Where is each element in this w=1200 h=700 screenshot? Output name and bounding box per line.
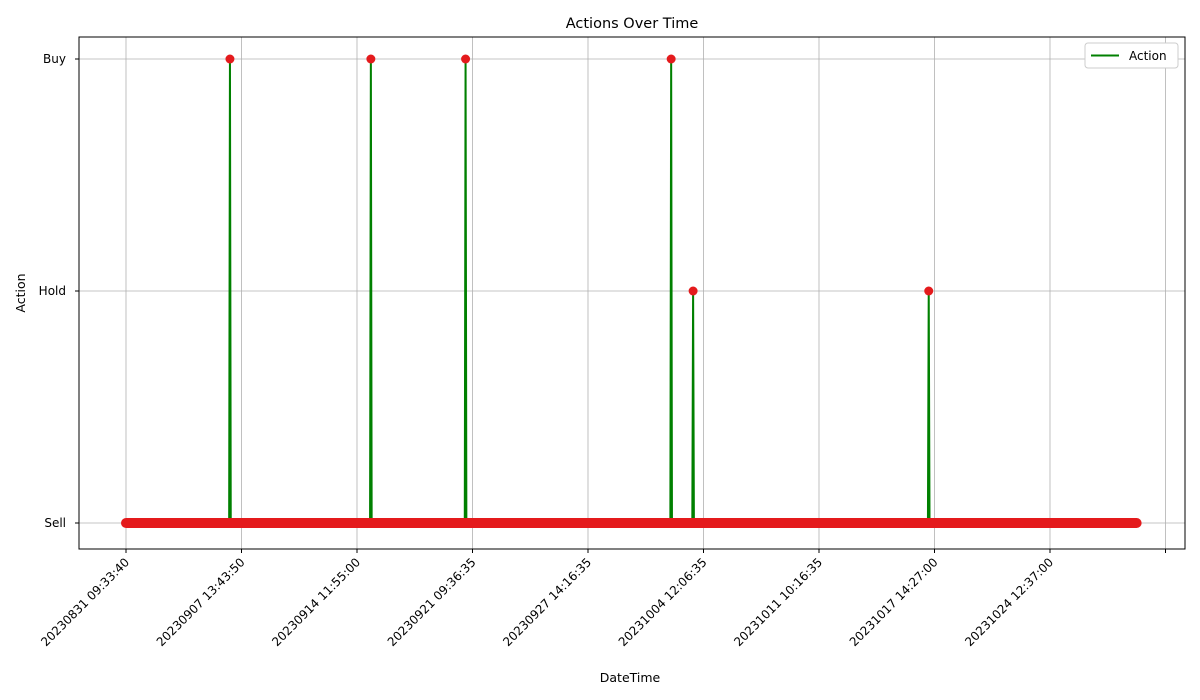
legend-box — [1084, 42, 1179, 69]
event-marker-buy — [666, 54, 676, 64]
x-axis-label: DateTime — [600, 670, 661, 685]
event-marker-buy — [225, 54, 235, 64]
x-tick-label: 20231011 10:16:35 — [731, 555, 825, 649]
y-tick-label: Buy — [43, 52, 66, 66]
legend-label: Action — [1129, 49, 1167, 63]
x-tick-label: 20231004 12:06:35 — [616, 555, 710, 649]
y-axis-label: Action — [13, 273, 28, 312]
legend: Action — [1084, 42, 1179, 69]
y-tick-label: Sell — [44, 516, 66, 530]
x-tick-label: 20230907 13:43:50 — [154, 555, 248, 649]
y-tick-label: Hold — [39, 284, 66, 298]
x-tick-label: 20230921 09:36:35 — [385, 555, 479, 649]
x-tick-label: 20231024 12:37:00 — [962, 555, 1056, 649]
event-marker-buy — [461, 54, 471, 64]
event-marker-buy — [366, 54, 376, 64]
x-tick-label: 20230914 11:55:00 — [269, 555, 363, 649]
event-marker-hold — [924, 286, 934, 296]
x-tick-label: 20230831 09:33:40 — [38, 555, 132, 649]
plot-frame — [78, 36, 1186, 550]
grid — [79, 37, 1185, 549]
ticks: Sell Hold Buy 20230831 09:33:40 20230907 13:… — [38, 52, 1166, 649]
x-tick-label: 20230927 14:16:35 — [500, 555, 594, 649]
marker-layer — [121, 54, 1142, 528]
chart-title: Actions Over Time — [566, 16, 699, 32]
x-tick-label: 20231017 14:27:00 — [847, 555, 941, 649]
event-marker-hold — [688, 286, 698, 296]
